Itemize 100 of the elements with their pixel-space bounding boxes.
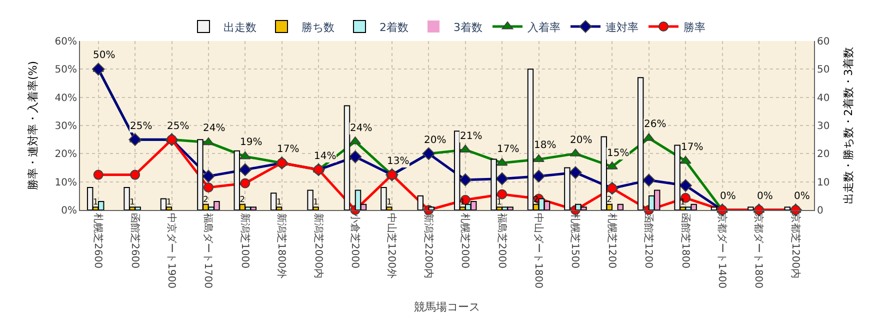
y2-tick-label: 10	[817, 177, 830, 188]
y-tick-label: 20%	[54, 149, 77, 160]
x-tick-label: 札幌芝2600	[92, 213, 104, 268]
data-label: 17%	[277, 144, 300, 155]
bar	[564, 167, 570, 210]
x-tick-label: 新潟芝1800外	[276, 213, 288, 278]
data-label: 0%	[720, 191, 736, 202]
point	[93, 170, 104, 180]
y-axis-title: 勝率・連対率・入着率(%)	[26, 60, 40, 190]
x-tick-label: 新潟芝2000内	[312, 213, 324, 278]
x-tick-label: 中山ダート1800	[532, 213, 544, 288]
data-label: 1	[496, 196, 502, 207]
data-label: 26%	[644, 119, 666, 130]
point	[348, 150, 362, 164]
data-label: 1	[276, 196, 282, 207]
bar	[417, 195, 424, 210]
data-label: 50%	[93, 50, 116, 61]
data-label: 17%	[497, 144, 520, 155]
data-label: 1	[130, 196, 135, 207]
y2-tick-label: 40	[817, 92, 830, 104]
data-label: 19%	[240, 137, 262, 148]
y2-tick-label: 50	[817, 64, 830, 76]
data-label: 24%	[350, 123, 372, 134]
data-label: 24%	[203, 123, 226, 134]
y2-axis-title: 出走数・勝ち数・2着数・3着数	[842, 47, 855, 204]
point	[203, 182, 214, 192]
legend-label: 連対率	[606, 20, 638, 34]
data-label: 1	[313, 196, 318, 207]
data-label: 1	[92, 196, 98, 207]
point	[238, 163, 252, 176]
x-tick-label: 新潟芝1000	[238, 213, 251, 268]
point	[496, 158, 508, 166]
x-axis-title: 競馬場コース	[414, 300, 480, 314]
data-label: 15%	[607, 148, 630, 159]
point	[240, 178, 250, 188]
legend-label: 出走数	[224, 20, 256, 34]
legend-label: 勝率	[684, 20, 706, 34]
data-label: 1	[166, 196, 172, 207]
y2-tick-label: 20	[817, 149, 830, 160]
point	[202, 170, 215, 183]
x-tick-label: 京都芝1200内	[789, 213, 802, 278]
x-tick-label: 中京ダート1900	[166, 213, 178, 288]
data-label: 14%	[314, 151, 336, 162]
data-label: 21%	[460, 131, 482, 142]
point	[202, 137, 214, 146]
data-label: 20%	[570, 135, 592, 146]
data-label: 0%	[757, 191, 773, 202]
x-tick-label: 京都ダート1400	[716, 213, 728, 288]
bar	[784, 206, 791, 210]
y-tick-label: 30%	[54, 121, 77, 132]
x-tick-label: 福島芝2000	[496, 213, 508, 268]
point	[569, 166, 582, 179]
data-label: 2	[240, 194, 246, 204]
point	[422, 147, 435, 160]
point	[496, 172, 508, 186]
x-tick-label: 札幌芝2000	[459, 213, 472, 268]
data-label: 20%	[424, 135, 446, 146]
point	[642, 174, 656, 186]
y2-tick-label: 60	[817, 36, 830, 48]
data-label: 13%	[387, 156, 410, 167]
x-tick-label: 新潟芝2200内	[422, 213, 434, 278]
data-label: 2	[606, 194, 612, 204]
data-label: 2	[203, 194, 208, 204]
y-tick-label: 50%	[54, 64, 77, 76]
legend-label: 勝ち数	[302, 20, 334, 34]
legend-label: 3着数	[454, 20, 482, 34]
x-tick-label: 札幌芝1200	[606, 213, 618, 268]
x-tick-label: 函館芝1800	[679, 213, 692, 268]
data-label: 1	[386, 196, 392, 207]
x-tick-label: 小倉芝2000	[349, 213, 361, 268]
bar	[748, 206, 754, 210]
y2-tick-label: 30	[817, 121, 830, 132]
x-tick-label: 中山芝1200外	[386, 213, 398, 278]
bar	[637, 77, 644, 210]
data-label: 25%	[167, 121, 190, 132]
bar	[710, 206, 718, 210]
bar	[428, 206, 435, 210]
bar	[344, 105, 350, 210]
point	[92, 62, 105, 76]
y-tick-label: 60%	[54, 36, 77, 48]
point	[532, 170, 546, 183]
point	[679, 179, 692, 192]
point	[533, 154, 544, 162]
point	[239, 151, 251, 160]
y-tick-label: 0%	[61, 206, 77, 216]
x-tick-label: 函館芝2600	[128, 213, 141, 268]
point	[680, 156, 692, 164]
y-tick-label: 40%	[54, 92, 77, 104]
x-tick-label: 京都ダート1800	[752, 213, 765, 288]
point	[497, 189, 508, 200]
point	[130, 170, 140, 180]
point	[128, 133, 142, 146]
bar	[617, 204, 624, 210]
legend-label: 2着数	[380, 20, 408, 34]
data-label: 18%	[534, 140, 556, 151]
point	[459, 174, 472, 186]
y2-tick-label: 0	[817, 206, 824, 216]
legend-label: 入着率	[528, 20, 560, 34]
data-label: 25%	[130, 121, 152, 132]
y-tick-label: 10%	[54, 177, 77, 188]
